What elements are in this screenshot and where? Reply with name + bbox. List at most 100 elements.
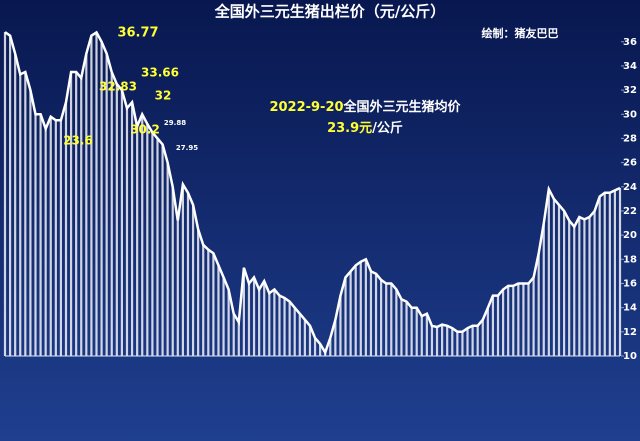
bar [151, 132, 154, 356]
bar [456, 331, 459, 356]
bar [252, 277, 256, 356]
bar [100, 41, 103, 356]
annotation: 32.83 [99, 80, 137, 94]
bar [237, 322, 240, 356]
bar [527, 283, 530, 356]
bar [608, 192, 611, 356]
bar [344, 277, 347, 356]
bar [75, 71, 78, 356]
bar [14, 53, 17, 356]
bar [562, 210, 566, 356]
y-tick-label: 10 [623, 351, 637, 362]
bar [374, 273, 378, 356]
bar [232, 313, 235, 356]
bar [425, 313, 428, 356]
bar [573, 226, 576, 356]
bar [39, 114, 42, 357]
bar [339, 295, 342, 356]
bar [197, 229, 200, 356]
bar [105, 53, 108, 356]
bar [273, 289, 276, 356]
y-tick-label: 14 [623, 303, 637, 314]
bar [415, 307, 418, 356]
bar [466, 328, 469, 356]
y-tick-label: 36 [623, 37, 637, 48]
price-line [4, 30, 621, 356]
bar [171, 186, 174, 356]
bar [329, 337, 332, 356]
y-tick-label: 24 [623, 182, 637, 193]
y-tick-label: 30 [623, 109, 637, 120]
bar [85, 53, 88, 356]
bar [217, 265, 220, 356]
bar [319, 343, 322, 356]
bar [354, 265, 357, 356]
bar [298, 313, 301, 356]
bar [517, 283, 520, 356]
y-tick-label: 12 [623, 327, 637, 338]
bar [141, 114, 144, 357]
bar [95, 32, 98, 357]
bar [486, 307, 489, 356]
note-value-line: 23.9元/公斤 [327, 120, 403, 136]
bar [288, 301, 291, 356]
bar [283, 297, 286, 356]
bar [242, 267, 245, 356]
y-tick-label: 34 [623, 61, 637, 72]
bar [568, 220, 571, 356]
bar [120, 90, 124, 357]
y-tick-label: 32 [623, 85, 637, 96]
bar [583, 219, 586, 356]
note-date: 2022-9-20 [269, 100, 343, 115]
annotation: 32 [155, 89, 172, 103]
bar [598, 196, 601, 356]
bar [390, 283, 393, 356]
bar [334, 319, 337, 356]
bar [24, 71, 27, 356]
bar [476, 325, 479, 356]
bar [507, 285, 510, 356]
bar [49, 116, 52, 357]
bar [222, 277, 225, 356]
bar [29, 90, 32, 357]
bar [8, 35, 12, 357]
bar [303, 319, 306, 356]
bar [19, 74, 22, 356]
bar [471, 325, 474, 356]
annotation: 29.88 [164, 119, 186, 127]
bar [64, 102, 68, 357]
bar [247, 283, 251, 356]
note-text: 全国外三元生猪均价 [343, 99, 462, 115]
annotation: 36.77 [117, 26, 158, 41]
y-tick-label: 16 [623, 278, 637, 289]
y-tick-label: 18 [623, 254, 637, 265]
bar [110, 71, 113, 356]
bar [461, 331, 464, 356]
bar [69, 71, 73, 356]
note-unit: /公斤 [372, 120, 403, 136]
bar [166, 162, 169, 356]
chart-title: 全国外三元生猪出栏价（元/公斤） [214, 3, 445, 21]
bar [308, 325, 312, 356]
bar [130, 102, 134, 357]
bar [359, 261, 362, 356]
bar [146, 123, 149, 356]
bar [552, 198, 556, 356]
bar [176, 220, 179, 356]
bar [446, 325, 449, 356]
bar [227, 289, 230, 356]
bar [263, 281, 266, 356]
bar [542, 223, 545, 356]
bar [44, 128, 47, 356]
y-tick-label: 20 [623, 230, 637, 241]
bar [618, 188, 622, 356]
bar [578, 217, 581, 356]
bar [59, 120, 63, 356]
bar [80, 78, 83, 356]
bar [34, 114, 37, 357]
bar [522, 283, 525, 356]
bar [268, 293, 271, 356]
bar [212, 253, 215, 356]
bar [512, 285, 515, 356]
